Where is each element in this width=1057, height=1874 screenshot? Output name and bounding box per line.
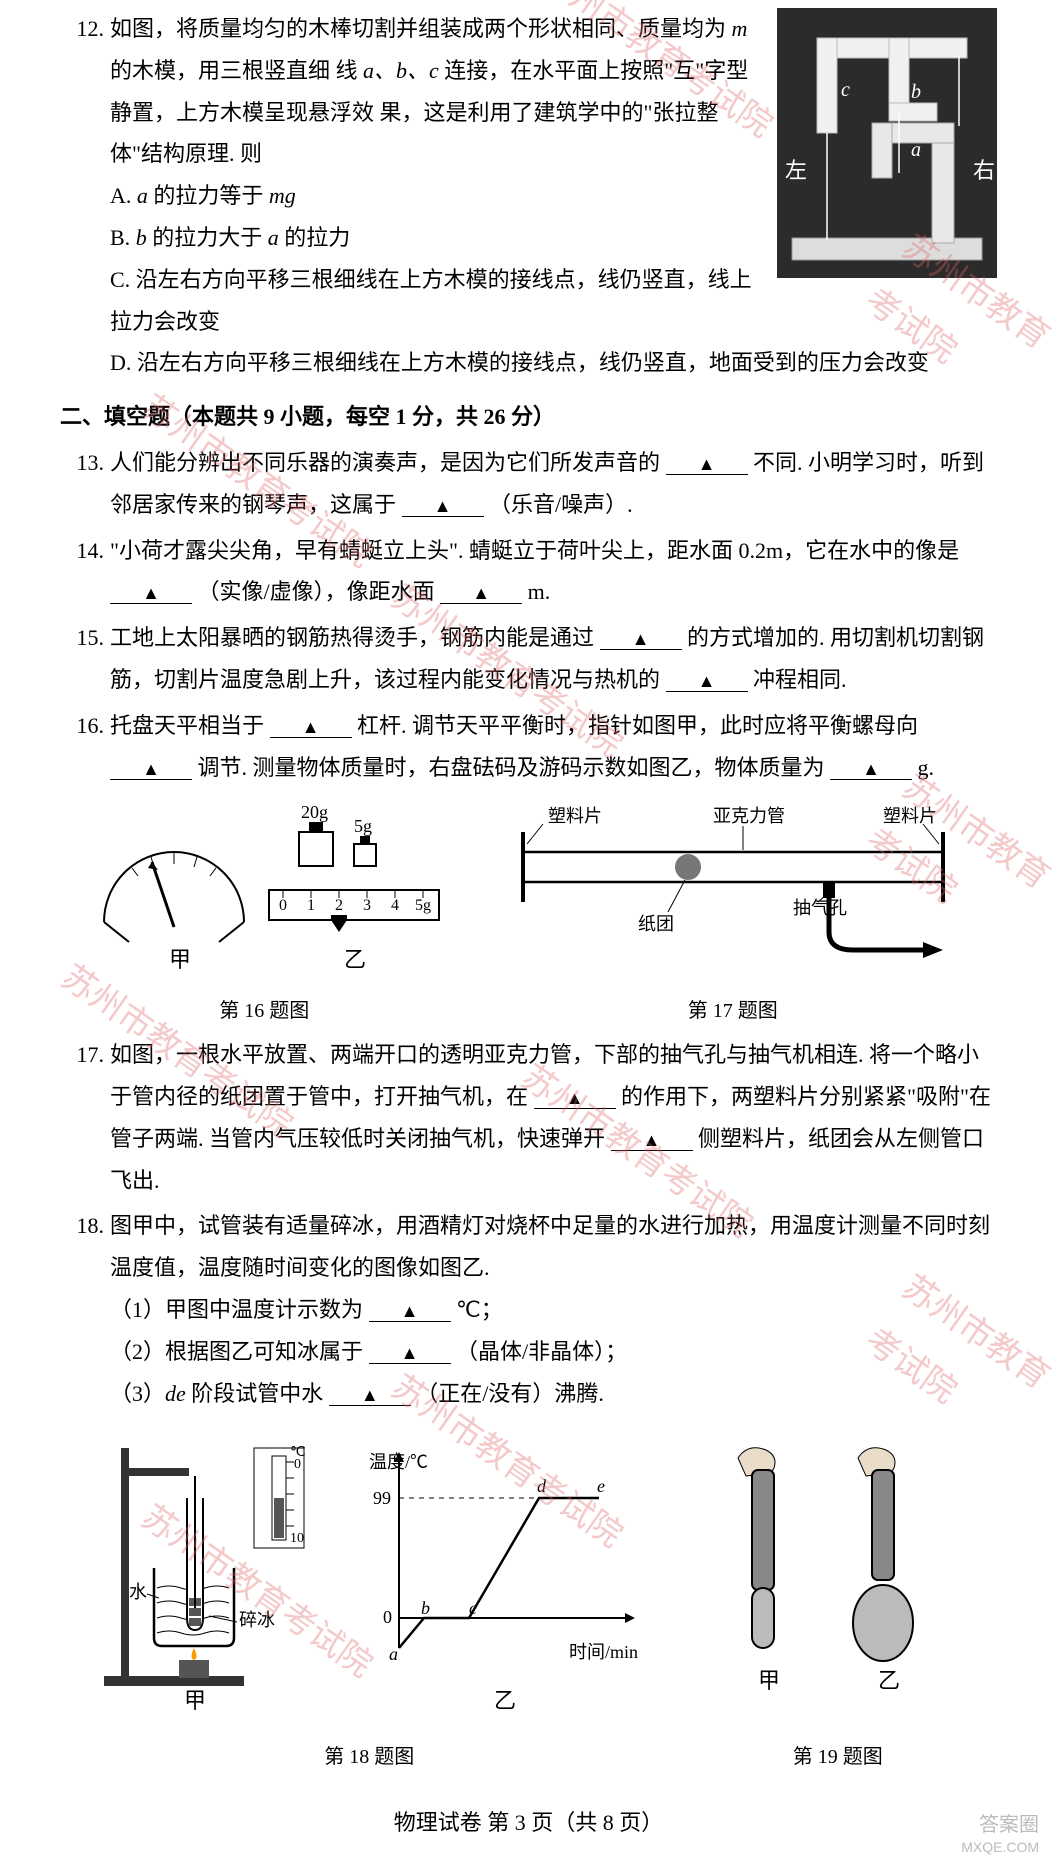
fig16-17-row: 甲 20g 5g 0 1 2 <box>60 802 997 1030</box>
q12-optD: D. 沿左右方向平移三根细线在上方木模的接线点，线仍竖直，地面受到的压力会改变 <box>110 342 997 384</box>
fig16-cap: 第 16 题图 <box>84 992 444 1030</box>
q14-blank2 <box>440 581 522 604</box>
svg-text:乙: 乙 <box>878 1668 900 1693</box>
q12-l1b: 的木模，用三根竖直细 <box>110 58 330 83</box>
fig19-svg: 甲 乙 <box>708 1428 968 1718</box>
q17-blank2 <box>611 1128 693 1151</box>
fig17-svg: 塑料片 塑料片 亚克力管 纸团 抽气孔 <box>493 802 973 972</box>
q16: 16. 托盘天平相当于 杠杆. 调节天平平衡时，指针如图甲，此时应将平衡螺母向 … <box>60 705 997 789</box>
svg-text:乙: 乙 <box>494 1688 516 1713</box>
q18-intro: 图甲中，试管装有适量碎冰，用酒精灯对烧杯中足量的水进行加热，用温度计测量不同时刻… <box>110 1205 997 1289</box>
fig19: 甲 乙 第 19 题图 <box>708 1428 968 1776</box>
fig17: 塑料片 塑料片 亚克力管 纸团 抽气孔 第 17 题图 <box>493 802 973 1030</box>
q16-blank3 <box>830 757 912 780</box>
fig18-svg: 水 碎冰 ℃ 0 <box>89 1428 649 1718</box>
svg-text:4: 4 <box>391 897 399 914</box>
svg-text:5g: 5g <box>415 897 431 914</box>
q15: 15. 工地上太阳暴晒的钢筋热得烫手，钢筋内能是通过 的方式增加的. 用切割机切… <box>60 617 997 701</box>
q18-blank3 <box>329 1383 411 1406</box>
fig18-19-row: 水 碎冰 ℃ 0 <box>60 1428 997 1776</box>
svg-text:甲: 甲 <box>169 947 191 972</box>
fig19-cap: 第 19 题图 <box>708 1738 968 1776</box>
svg-text:99: 99 <box>373 1488 391 1508</box>
q14: 14. "小荷才露尖尖角，早有蜻蜓立上头". 蜻蜓立于荷叶尖上，距水面 0.2m… <box>60 530 997 614</box>
svg-text:碎冰: 碎冰 <box>239 1610 275 1630</box>
q15-blank2 <box>666 669 748 692</box>
q12-body: c b a 左 右 如图，将质量均匀的木棒切割并组装成两个形状相同、质量均为 m… <box>110 8 997 384</box>
svg-text:塑料片: 塑料片 <box>883 806 937 826</box>
svg-text:c: c <box>841 79 850 101</box>
q12-abc: a、b、c <box>363 58 439 83</box>
q18-blank2 <box>369 1341 451 1364</box>
q18-p1: （1）甲图中温度计示数为 ℃； <box>110 1289 997 1331</box>
svg-text:b: b <box>911 81 921 103</box>
q13: 13. 人们能分辨出不同乐器的演奏声，是因为它们所发声音的 不同. 小明学习时，… <box>60 442 997 526</box>
svg-text:左: 左 <box>785 158 807 183</box>
svg-text:0: 0 <box>279 897 287 914</box>
svg-text:时间/min: 时间/min <box>569 1642 638 1662</box>
page-footer: 物理试卷 第 3 页（共 8 页） <box>60 1802 997 1844</box>
svg-text:亚克力管: 亚克力管 <box>713 806 785 826</box>
q12-num: 12. <box>60 8 110 384</box>
q18: 18. 图甲中，试管装有适量碎冰，用酒精灯对烧杯中足量的水进行加热，用温度计测量… <box>60 1205 997 1414</box>
svg-text:0: 0 <box>294 1457 301 1472</box>
svg-text:1: 1 <box>307 897 315 914</box>
svg-text:2: 2 <box>335 897 343 914</box>
svg-text:e: e <box>597 1476 605 1496</box>
svg-text:甲: 甲 <box>758 1668 780 1693</box>
svg-text:塑料片: 塑料片 <box>548 806 602 826</box>
q14-blank1 <box>110 581 192 604</box>
fig18: 水 碎冰 ℃ 0 <box>89 1428 649 1776</box>
svg-text:0: 0 <box>383 1607 392 1627</box>
svg-text:a: a <box>389 1644 398 1664</box>
svg-text:20g: 20g <box>301 802 328 822</box>
q17-blank1 <box>534 1086 616 1109</box>
q12-l1a: 如图，将质量均匀的木棒切割并组装成两个形状相同、质量均为 <box>110 16 732 41</box>
svg-text:3: 3 <box>363 897 371 914</box>
fig16-svg: 甲 20g 5g 0 1 2 <box>84 802 444 972</box>
svg-text:纸团: 纸团 <box>638 914 674 934</box>
svg-text:抽气孔: 抽气孔 <box>793 898 847 918</box>
fig18-cap: 第 18 题图 <box>89 1738 649 1776</box>
q16-blank2 <box>110 757 192 780</box>
q12-m: m <box>732 16 748 41</box>
q18-p3: （3）de 阶段试管中水 （正在/没有）沸腾. <box>110 1373 997 1415</box>
section2-head: 二、填空题（本题共 9 小题，每空 1 分，共 26 分） <box>60 396 997 438</box>
svg-text:甲: 甲 <box>184 1688 206 1713</box>
svg-text:d: d <box>537 1476 547 1496</box>
fig17-cap: 第 17 题图 <box>493 992 973 1030</box>
svg-text:乙: 乙 <box>344 947 366 972</box>
q16-blank1 <box>270 715 352 738</box>
q15-blank1 <box>600 627 682 650</box>
svg-text:b: b <box>421 1598 430 1618</box>
svg-text:10: 10 <box>290 1531 304 1546</box>
q12-l2a: 线 <box>336 58 364 83</box>
page: 苏州市教育考试院苏州市教育考试院苏州市教育考试院苏州市教育考试院苏州市教育考试院… <box>0 0 1057 1874</box>
svg-text:水: 水 <box>129 1582 147 1602</box>
q12: 12. c b <box>60 8 997 384</box>
svg-text:右: 右 <box>973 158 995 183</box>
corner-badge: 答案圈 MXQE.COM <box>961 1812 1039 1856</box>
q13-blank2 <box>402 494 484 517</box>
q13-blank1 <box>666 452 748 475</box>
svg-text:5g: 5g <box>354 816 372 836</box>
q12-figure: c b a 左 右 <box>777 8 997 278</box>
svg-text:c: c <box>469 1598 477 1618</box>
fig16: 甲 20g 5g 0 1 2 <box>84 802 444 1030</box>
svg-text:a: a <box>911 139 921 161</box>
q17: 17. 如图，一根水平放置、两端开口的透明亚克力管，下部的抽气孔与抽气机相连. … <box>60 1034 997 1201</box>
svg-text:温度/℃: 温度/℃ <box>369 1452 428 1472</box>
q18-p2: （2）根据图乙可知冰属于 （晶体/非晶体）； <box>110 1331 997 1373</box>
q18-blank1 <box>369 1299 451 1322</box>
